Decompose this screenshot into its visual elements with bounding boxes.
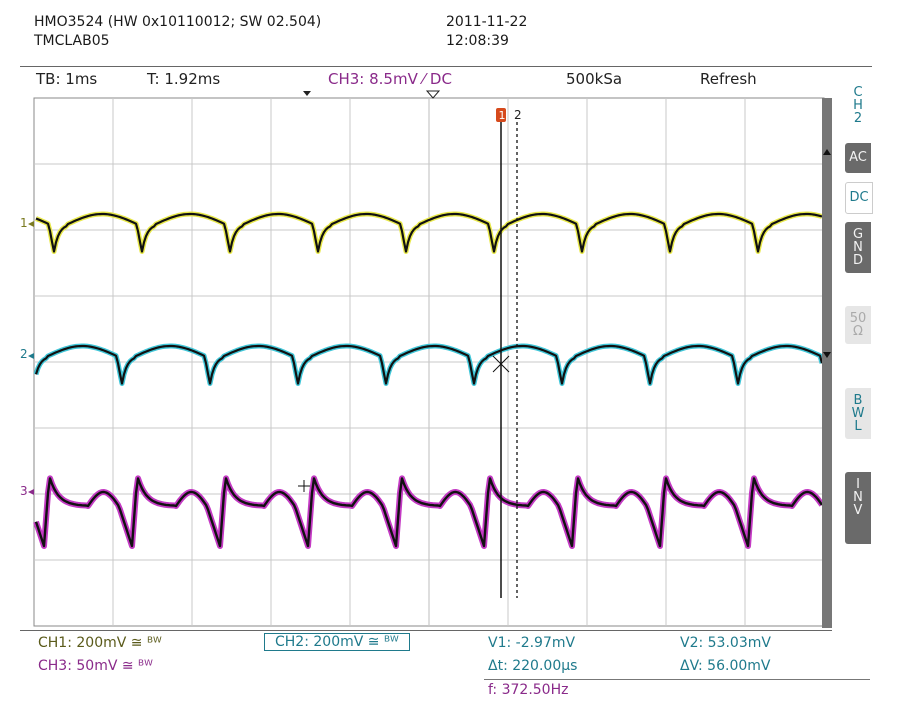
device-info: HMO3524 (HW 0x10110012; SW 02.504): [34, 14, 322, 30]
cursor-crosshair-ch2: [492, 355, 510, 373]
capture-date: 2011-11-22: [446, 14, 528, 30]
ch2-arrow: [28, 353, 34, 359]
acquisition-mode-label[interactable]: Refresh: [700, 70, 757, 88]
ch2-marker: 2: [20, 347, 28, 361]
cursor-v1-readout: V1: -2.97mV: [488, 635, 576, 651]
cursor-v2-readout: V2: 53.03mV: [680, 635, 771, 651]
ch1-trace: [35, 212, 823, 253]
sample-rate-label[interactable]: 500kSa: [566, 70, 623, 88]
ch3-scale[interactable]: CH3: 50mV ≅ ᴮᵂ: [38, 658, 153, 674]
ch2-scale[interactable]: CH2: 200mV ≅ ᴮᵂ: [264, 633, 410, 651]
capture-time: 12:08:39: [446, 33, 509, 49]
cursor-1-marker: 1: [499, 109, 506, 122]
right-arrow-mid: [823, 352, 831, 358]
waveform-display[interactable]: 1 2 1 2 3: [20, 90, 840, 635]
ch3-marker: 3: [20, 484, 28, 498]
cursor-2-marker: 2: [514, 108, 522, 122]
frequency-readout: f: 372.50Hz: [488, 682, 569, 698]
scroll-bar[interactable]: [822, 98, 832, 628]
ch1-marker: 1: [20, 216, 28, 230]
ch3-trace: [34, 477, 823, 548]
dc-coupling-button[interactable]: DC: [845, 182, 873, 214]
delta-t-readout: Δt: 220.00µs: [488, 658, 578, 674]
bottom-line: [20, 630, 832, 631]
trigger-position-marker: [303, 91, 311, 96]
ch1-arrow: [28, 221, 34, 227]
ch1-scale[interactable]: CH1: 200mV ≅ ᴮᵂ: [38, 635, 162, 651]
trigger-label[interactable]: CH3: 8.5mV ⁄ DC: [328, 70, 452, 88]
right-arrow-top: [823, 149, 831, 155]
delta-v-readout: ΔV: 56.00mV: [680, 658, 771, 674]
cursor-crosshair-ch3: [298, 480, 310, 492]
device-label: TMCLAB05: [34, 33, 110, 49]
status-bar-line: [20, 66, 872, 67]
ch3-arrow: [28, 489, 34, 495]
ch2-trace: [34, 344, 824, 385]
graticule: [33, 97, 825, 627]
fifty-ohm-button[interactable]: 50 Ω: [845, 306, 871, 344]
trigger-time-label[interactable]: T: 1.92ms: [147, 70, 221, 88]
trigger-level-marker: [425, 90, 441, 99]
readout-divider: [484, 679, 870, 680]
cursor-1-flag[interactable]: [496, 108, 506, 122]
ac-coupling-button[interactable]: AC: [845, 143, 871, 173]
timebase-label[interactable]: TB: 1ms: [36, 70, 98, 88]
